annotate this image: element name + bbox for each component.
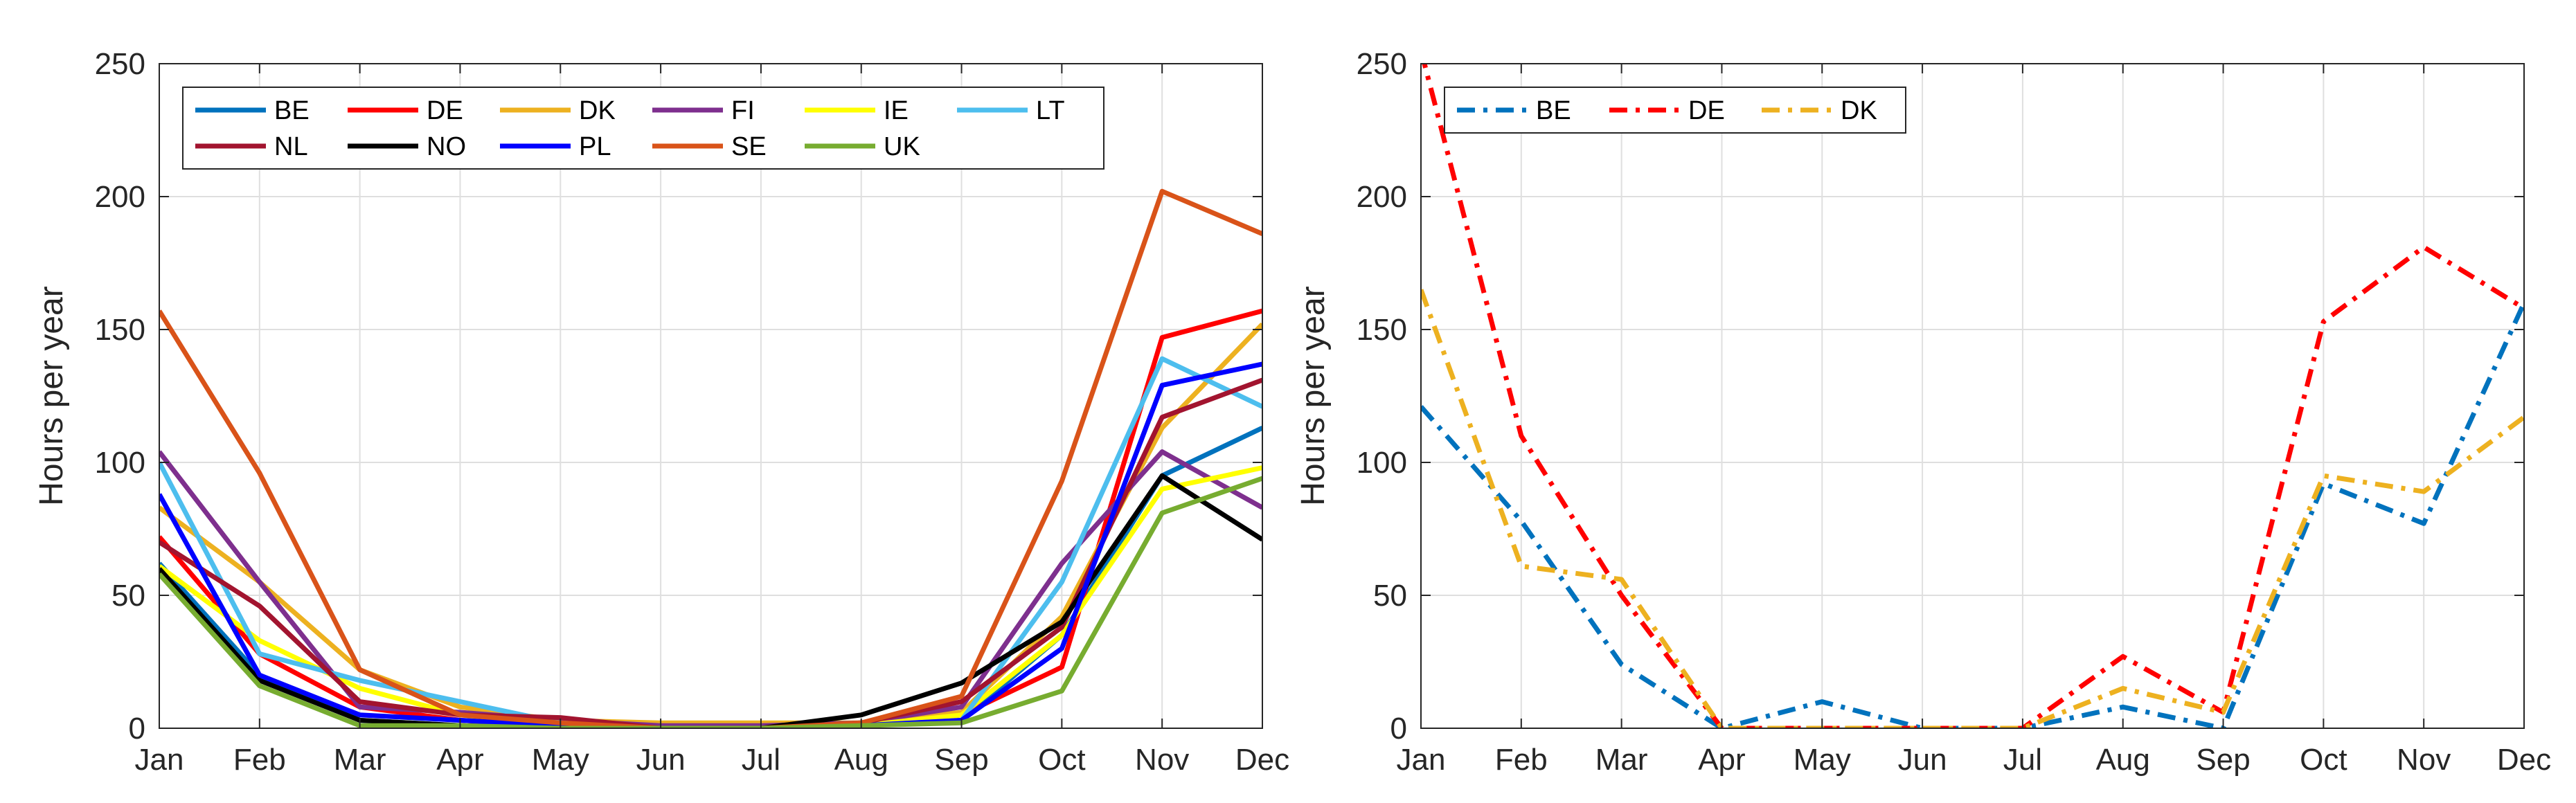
y-tick-label: 100 [1357,446,1407,480]
series-line-be [1421,302,2524,728]
y-tick-label: 200 [95,180,145,214]
right-line-chart: Jan Feb Mar Apr May Jun Jul Aug Sep Oct Nov Dec 0 50 1… [1295,47,2551,777]
y-tick-label: 200 [1357,180,1407,214]
x-tick-label: Apr [1698,743,1745,777]
x-tick-label: Aug [2096,743,2150,777]
y-axis-label: Hours per year [33,286,70,505]
x-tick-label: Dec [1235,743,1289,777]
legend-label-pl: PL [579,132,611,161]
x-tick-label: Apr [436,743,483,777]
series-line-de [1422,64,2524,728]
series-line-pl [159,361,1262,728]
x-tick-label: Jun [1898,743,1947,777]
x-tick-label: Oct [1038,743,1085,777]
series-line-uk [159,476,1262,728]
y-tick-label: 250 [1357,47,1407,81]
x-tick-label: Jan [1397,743,1446,777]
x-tick-label: Jan [135,743,184,777]
series-line-lt [159,356,1262,728]
x-tick-label: Feb [1495,743,1548,777]
legend-label-be: BE [1536,96,1571,125]
legend-label-ie: IE [884,96,909,125]
series-line-dk [159,322,1262,725]
x-tick-label: Nov [2397,743,2451,777]
left-line-chart: Jan Feb Mar Apr May Jun Jul Aug Sep Oct Nov Dec 0 50 1… [33,47,1289,777]
x-tick-label: Dec [2497,743,2551,777]
series-line-dk [1421,289,2524,728]
axes-box [159,63,1263,729]
plot-area [1421,64,2524,728]
axes-box [1420,63,2525,729]
x-tick-label: Jun [636,743,686,777]
y-tick-label: 250 [95,47,145,81]
legend-box [182,87,1104,170]
legend-label-be: BE [274,96,310,125]
legend-label-se: SE [731,132,767,161]
x-tick-label: Aug [834,743,888,777]
legend: BE DE DK FI IE LT NL NO PL SE UK [182,87,1104,170]
x-tick-label: Jul [2003,743,2042,777]
y-tick-label: 100 [95,446,145,480]
x-tick-label: May [532,743,589,777]
series-line-no [159,473,1262,728]
x-tick-label: Sep [2196,743,2250,777]
legend-label-nl: NL [274,132,308,161]
x-tick-label: Jul [742,743,780,777]
x-tick-label: May [1794,743,1851,777]
x-tick-label: Mar [1595,743,1648,777]
legend-label-dk: DK [579,96,616,125]
legend-label-lt: LT [1036,96,1065,125]
y-axis-label: Hours per year [1295,286,1332,505]
y-tick-label: 50 [1373,579,1407,613]
x-tick-label: Mar [334,743,386,777]
x-tick-label: Feb [233,743,286,777]
x-tick-label: Oct [2300,743,2347,777]
y-tick-label: 150 [1357,313,1407,347]
legend-label-de: DE [1688,96,1725,125]
y-tick-label: 0 [129,712,145,746]
legend-label-no: NO [427,132,466,161]
x-tick-label: Nov [1135,743,1189,777]
series-group [1421,64,2524,728]
series-line-se [159,188,1262,728]
legend-label-dk: DK [1841,96,1877,125]
series-group [159,188,1262,728]
x-tick-label: Sep [934,743,988,777]
legend-label-uk: UK [884,132,920,161]
y-tick-label: 0 [1390,712,1407,746]
y-tick-label: 150 [95,313,145,347]
legend: BE DE DK [1444,87,1906,134]
legend-label-fi: FI [731,96,755,125]
legend-label-de: DE [427,96,463,125]
y-tick-label: 50 [111,579,145,613]
series-line-nl [159,377,1262,728]
